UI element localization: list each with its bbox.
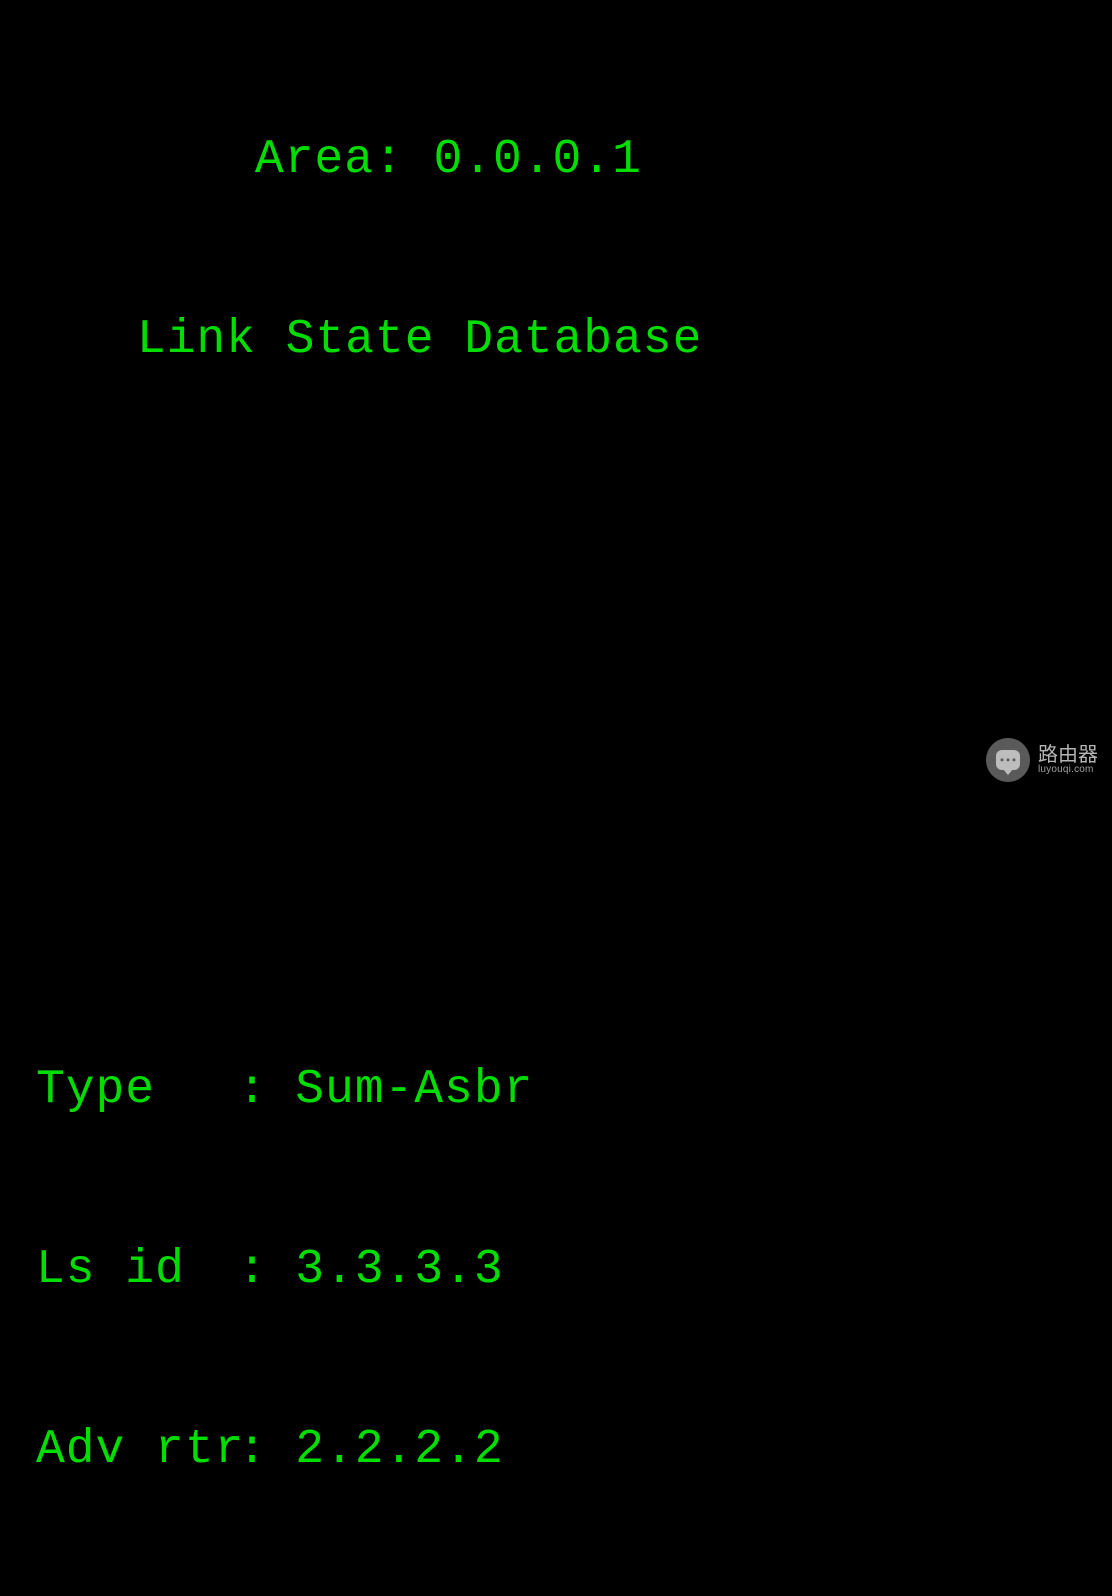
field-sep: : (238, 1240, 296, 1300)
blank-line (36, 670, 1076, 730)
field-row-lsid: Ls id: 3.3.3.3 (36, 1240, 1076, 1300)
watermark-text: 路由器 luyouqi.com (1038, 745, 1098, 775)
field-label: Ls id (36, 1240, 238, 1300)
watermark-title: 路由器 (1038, 745, 1098, 765)
field-label: Adv rtr (36, 1420, 238, 1480)
db-title: Link State Database (36, 310, 1076, 370)
area-value: 0.0.0.1 (434, 133, 642, 187)
field-value: 3.3.3.3 (295, 1240, 503, 1300)
blank-line (36, 850, 1076, 880)
field-value: 2.2.2.2 (295, 1420, 503, 1480)
field-row-advrtr: Adv rtr: 2.2.2.2 (36, 1420, 1076, 1480)
terminal-output: Area: 0.0.0.1 Link State Database Type: … (0, 0, 1112, 1596)
watermark: 路由器 luyouqi.com (986, 738, 1098, 782)
field-sep: : (238, 1060, 296, 1120)
field-value: Sum-Asbr (295, 1060, 533, 1120)
watermark-icon (986, 738, 1030, 782)
field-row-type: Type: Sum-Asbr (36, 1060, 1076, 1120)
field-label: Type (36, 1060, 238, 1120)
watermark-url: luyouqi.com (1038, 765, 1098, 775)
blank-line (36, 490, 1076, 550)
field-sep: : (238, 1420, 296, 1480)
area-header: Area: 0.0.0.1 (36, 130, 1076, 190)
area-label: Area: (255, 133, 404, 187)
